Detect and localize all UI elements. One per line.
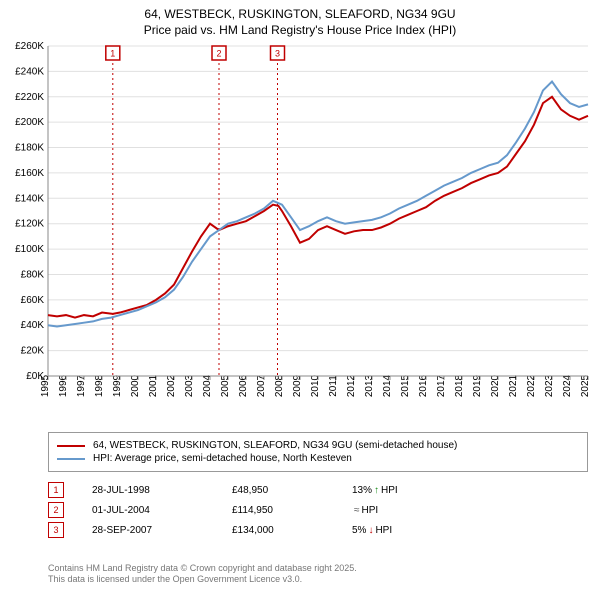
legend-label: HPI: Average price, semi-detached house,… [93, 453, 352, 464]
event-price: £134,000 [232, 525, 352, 536]
svg-text:1995: 1995 [40, 374, 51, 397]
svg-text:2002: 2002 [166, 374, 177, 397]
svg-text:£140K: £140K [15, 193, 44, 204]
svg-text:£80K: £80K [21, 269, 45, 280]
event-row: 2 01-JUL-2004£114,950 ≈ HPI [48, 502, 588, 518]
svg-text:2024: 2024 [562, 374, 573, 397]
legend-item: HPI: Average price, semi-detached house,… [57, 453, 579, 464]
svg-text:2025: 2025 [580, 374, 591, 397]
svg-text:£220K: £220K [15, 92, 44, 103]
legend: 64, WESTBECK, RUSKINGTON, SLEAFORD, NG34… [48, 432, 588, 472]
event-date: 28-SEP-2007 [92, 525, 232, 536]
svg-text:2017: 2017 [436, 374, 447, 397]
chart-title: 64, WESTBECK, RUSKINGTON, SLEAFORD, NG34… [0, 0, 600, 38]
svg-text:2013: 2013 [364, 374, 375, 397]
svg-text:£120K: £120K [15, 219, 44, 230]
legend-item: 64, WESTBECK, RUSKINGTON, SLEAFORD, NG34… [57, 440, 579, 451]
title-line2: Price paid vs. HM Land Registry's House … [0, 22, 600, 38]
svg-text:2008: 2008 [274, 374, 285, 397]
chart-container: 64, WESTBECK, RUSKINGTON, SLEAFORD, NG34… [0, 0, 600, 590]
events-table: 1 28-JUL-1998£48,95013% ↑ HPI 2 01-JUL-2004… [48, 478, 588, 542]
svg-text:2004: 2004 [202, 374, 213, 397]
svg-text:2005: 2005 [220, 374, 231, 397]
footer-line2: This data is licensed under the Open Gov… [48, 574, 357, 586]
svg-text:1996: 1996 [58, 374, 69, 397]
svg-text:1999: 1999 [112, 374, 123, 397]
event-diff: 13% ↑ HPI [352, 485, 398, 496]
svg-text:£60K: £60K [21, 295, 45, 306]
svg-text:£180K: £180K [15, 143, 44, 154]
svg-text:2016: 2016 [418, 374, 429, 397]
svg-text:2001: 2001 [148, 374, 159, 397]
svg-text:£100K: £100K [15, 244, 44, 255]
svg-text:£160K: £160K [15, 168, 44, 179]
event-diff: 5% ↓ HPI [352, 525, 392, 536]
svg-text:2015: 2015 [400, 374, 411, 397]
svg-text:2022: 2022 [526, 374, 537, 397]
svg-text:2003: 2003 [184, 374, 195, 397]
svg-text:2020: 2020 [490, 374, 501, 397]
svg-text:2018: 2018 [454, 374, 465, 397]
legend-label: 64, WESTBECK, RUSKINGTON, SLEAFORD, NG34… [93, 440, 457, 451]
legend-swatch [57, 445, 85, 447]
svg-text:3: 3 [275, 48, 280, 58]
svg-text:2011: 2011 [328, 375, 339, 397]
event-marker: 3 [48, 522, 64, 538]
event-marker: 1 [48, 482, 64, 498]
svg-text:2006: 2006 [238, 374, 249, 397]
svg-text:£240K: £240K [15, 66, 44, 77]
svg-text:1: 1 [110, 48, 115, 58]
event-date: 01-JUL-2004 [92, 505, 232, 516]
svg-text:2: 2 [216, 48, 221, 58]
svg-text:£200K: £200K [15, 117, 44, 128]
legend-swatch [57, 458, 85, 460]
chart-svg: £0K£20K£40K£60K£80K£100K£120K£140K£160K£… [48, 46, 588, 416]
svg-text:2009: 2009 [292, 374, 303, 397]
diff-arrow-icon: ≈ [354, 505, 360, 516]
event-price: £114,950 [232, 505, 352, 516]
event-price: £48,950 [232, 485, 352, 496]
event-row: 3 28-SEP-2007£134,0005% ↓ HPI [48, 522, 588, 538]
svg-text:1997: 1997 [76, 374, 87, 397]
title-line1: 64, WESTBECK, RUSKINGTON, SLEAFORD, NG34… [0, 6, 600, 22]
svg-text:2012: 2012 [346, 374, 357, 397]
svg-text:2019: 2019 [472, 374, 483, 397]
event-marker: 2 [48, 502, 64, 518]
event-diff: ≈ HPI [352, 505, 378, 516]
svg-text:2010: 2010 [310, 374, 321, 397]
diff-arrow-icon: ↑ [374, 485, 379, 496]
diff-arrow-icon: ↓ [368, 525, 373, 536]
svg-text:1998: 1998 [94, 374, 105, 397]
footer-attribution: Contains HM Land Registry data © Crown c… [48, 563, 357, 586]
svg-text:2023: 2023 [544, 374, 555, 397]
svg-text:2007: 2007 [256, 374, 267, 397]
event-date: 28-JUL-1998 [92, 485, 232, 496]
line-chart: £0K£20K£40K£60K£80K£100K£120K£140K£160K£… [48, 46, 588, 416]
svg-text:2000: 2000 [130, 374, 141, 397]
footer-line1: Contains HM Land Registry data © Crown c… [48, 563, 357, 575]
svg-text:£40K: £40K [21, 320, 45, 331]
svg-text:2014: 2014 [382, 374, 393, 397]
svg-text:2021: 2021 [508, 374, 519, 397]
svg-text:£260K: £260K [15, 41, 44, 52]
svg-text:£20K: £20K [21, 346, 45, 357]
event-row: 1 28-JUL-1998£48,95013% ↑ HPI [48, 482, 588, 498]
